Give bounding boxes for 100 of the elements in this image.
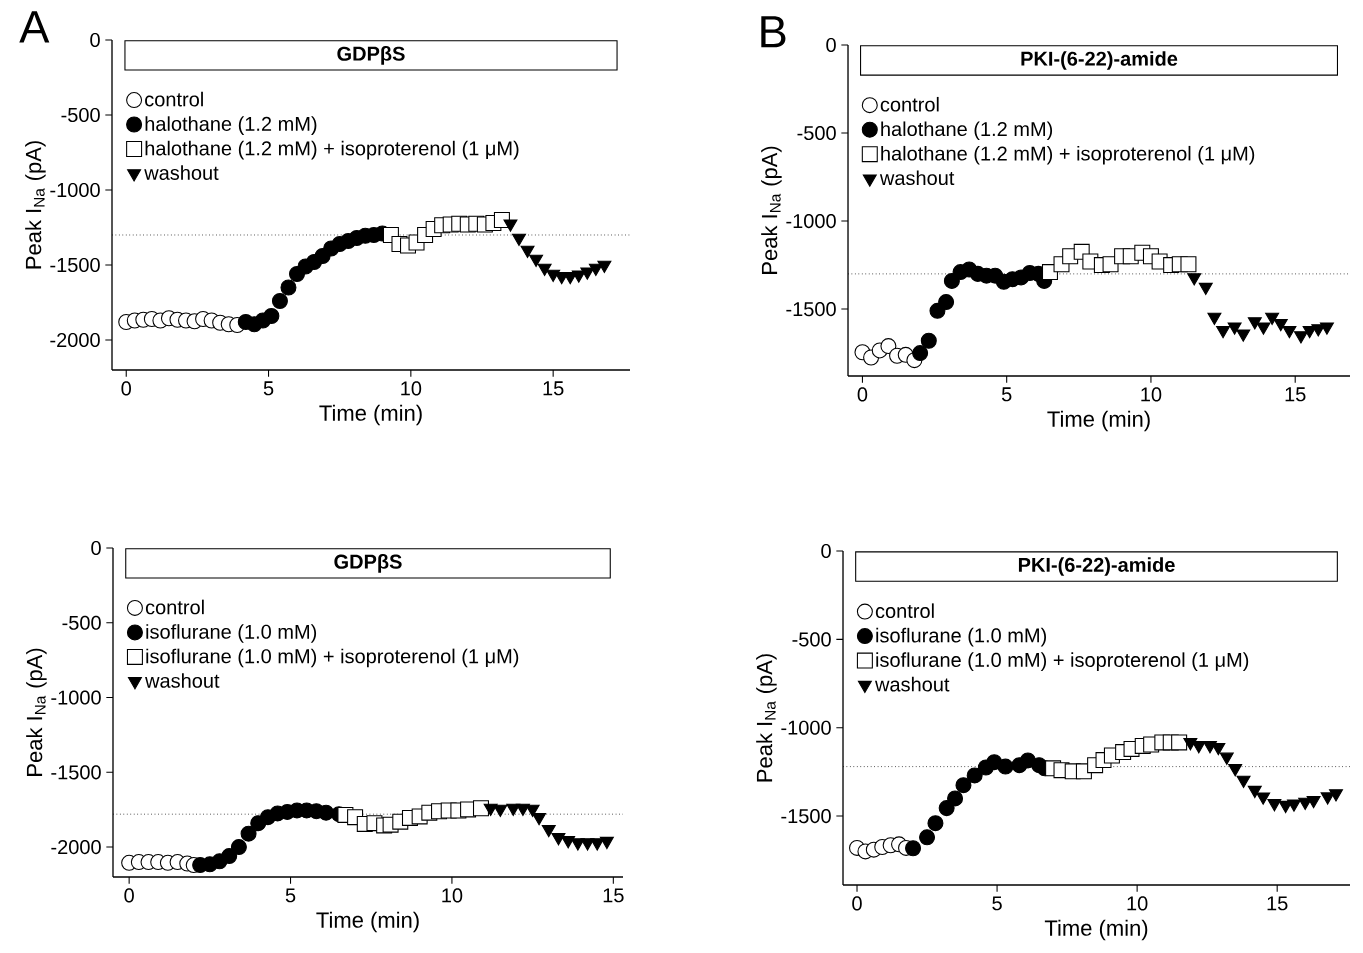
point: [599, 836, 614, 850]
legend-label: control: [145, 91, 203, 107]
point: [1198, 282, 1213, 296]
y-tick-label: 0: [91, 540, 101, 556]
legend-label: control: [875, 603, 934, 619]
point: [240, 825, 257, 842]
legend-label: isoflurane (1.0 mM) + isoproterenol (1 μM): [146, 648, 519, 668]
legend-label: isoflurane (1.0 mM): [146, 624, 317, 643]
point: [1306, 795, 1321, 809]
point: [571, 270, 586, 283]
point: [537, 263, 552, 276]
point: [597, 260, 612, 273]
point: [1256, 792, 1271, 805]
point: [271, 292, 288, 309]
y-tick-label: -500: [792, 632, 831, 647]
chart-title: GDPβS: [337, 46, 405, 65]
point: [515, 803, 530, 816]
x-axis-title: Time (min): [1047, 410, 1150, 432]
legend-label: washout: [875, 676, 950, 692]
point: [919, 829, 936, 846]
point: [912, 345, 929, 362]
point: [580, 267, 595, 280]
x-axis-title: Time (min): [316, 911, 419, 933]
x-tick-label: 0: [124, 888, 134, 903]
x-axis-title: Time (min): [319, 404, 422, 426]
point: [280, 279, 297, 296]
legend-label: isoflurane (1.0 mM): [876, 627, 1047, 647]
point: [1171, 734, 1188, 751]
point: [1265, 312, 1280, 326]
y-tick-label: -500: [62, 615, 101, 630]
chart-title: PKI-(6-22)-amide: [1021, 51, 1178, 70]
x-tick-label: 0: [857, 387, 868, 402]
point: [920, 332, 937, 349]
x-tick-label: 10: [1127, 896, 1148, 911]
y-axis-title: Peak I$_{Na}$ (pA): [761, 146, 782, 274]
y-tick-label: -2000: [50, 332, 100, 348]
legend-label: washout: [879, 170, 955, 186]
point: [997, 758, 1014, 775]
point: [1227, 322, 1242, 335]
point: [221, 848, 238, 865]
point: [927, 815, 944, 832]
y-axis-title: Peak I$_{Na}$ (pA): [26, 648, 47, 776]
point: [590, 838, 605, 851]
point: [1180, 256, 1197, 273]
x-tick-label: 15: [543, 381, 564, 396]
y-tick-label: -1500: [50, 257, 100, 273]
point: [230, 839, 247, 856]
point: [1207, 312, 1222, 326]
point: [1320, 792, 1335, 805]
x-tick-label: 15: [1285, 387, 1306, 402]
text: A: [19, 11, 50, 43]
point: [588, 263, 603, 276]
point: [1191, 741, 1206, 754]
point: [947, 790, 964, 807]
y-tick-label: -1500: [781, 808, 831, 824]
point: [966, 767, 983, 784]
point: [905, 840, 922, 857]
y-tick-label: 0: [826, 37, 836, 53]
point: [938, 800, 955, 817]
point: [472, 800, 489, 817]
point: [512, 233, 527, 246]
legend-label: isoflurane (1.0 mM) + isoproterenol (1 μM): [876, 652, 1249, 671]
point: [1219, 752, 1234, 765]
point: [1236, 329, 1251, 342]
point: [1216, 325, 1231, 339]
x-tick-label: 5: [992, 896, 1002, 911]
legend-label: control: [880, 96, 939, 112]
point: [532, 812, 547, 826]
x-tick-label: 5: [285, 888, 296, 903]
point: [263, 307, 280, 324]
y-tick-label: -500: [797, 125, 836, 141]
y-axis-title: Peak I$_{Na}$ (pA): [756, 654, 777, 782]
point: [1329, 789, 1344, 802]
y-axis-title: Peak I$_{Na}$ (pA): [25, 141, 46, 269]
point: [1256, 322, 1271, 335]
point: [1228, 764, 1243, 777]
x-tick-label: 10: [1141, 387, 1162, 402]
x-tick-label: 5: [1001, 387, 1012, 402]
legend-label: halothane (1.2 mM) + isoproterenol (1 μM): [881, 145, 1255, 165]
y-tick-label: -1000: [781, 720, 831, 735]
point: [1267, 799, 1282, 812]
x-tick-label: 10: [442, 888, 463, 903]
point: [520, 245, 535, 258]
point: [1211, 742, 1226, 756]
y-tick-label: -500: [61, 107, 100, 123]
x-tick-label: 10: [401, 381, 422, 396]
y-tick-label: 0: [90, 32, 100, 48]
x-tick-label: 0: [121, 381, 131, 396]
point: [570, 838, 585, 851]
chart-title: PKI-(6-22)-amide: [1018, 557, 1175, 576]
point: [503, 219, 518, 232]
y-tick-label: -1000: [786, 213, 836, 229]
point: [1293, 331, 1308, 344]
x-tick-label: 15: [603, 888, 624, 903]
legend-label: halothane (1.2 mM): [881, 121, 1053, 141]
point: [1247, 785, 1262, 799]
y-tick-label: 0: [821, 543, 831, 559]
y-tick-label: -1000: [50, 182, 100, 198]
point: [551, 833, 566, 846]
chart-title: GDPβS: [334, 554, 402, 573]
